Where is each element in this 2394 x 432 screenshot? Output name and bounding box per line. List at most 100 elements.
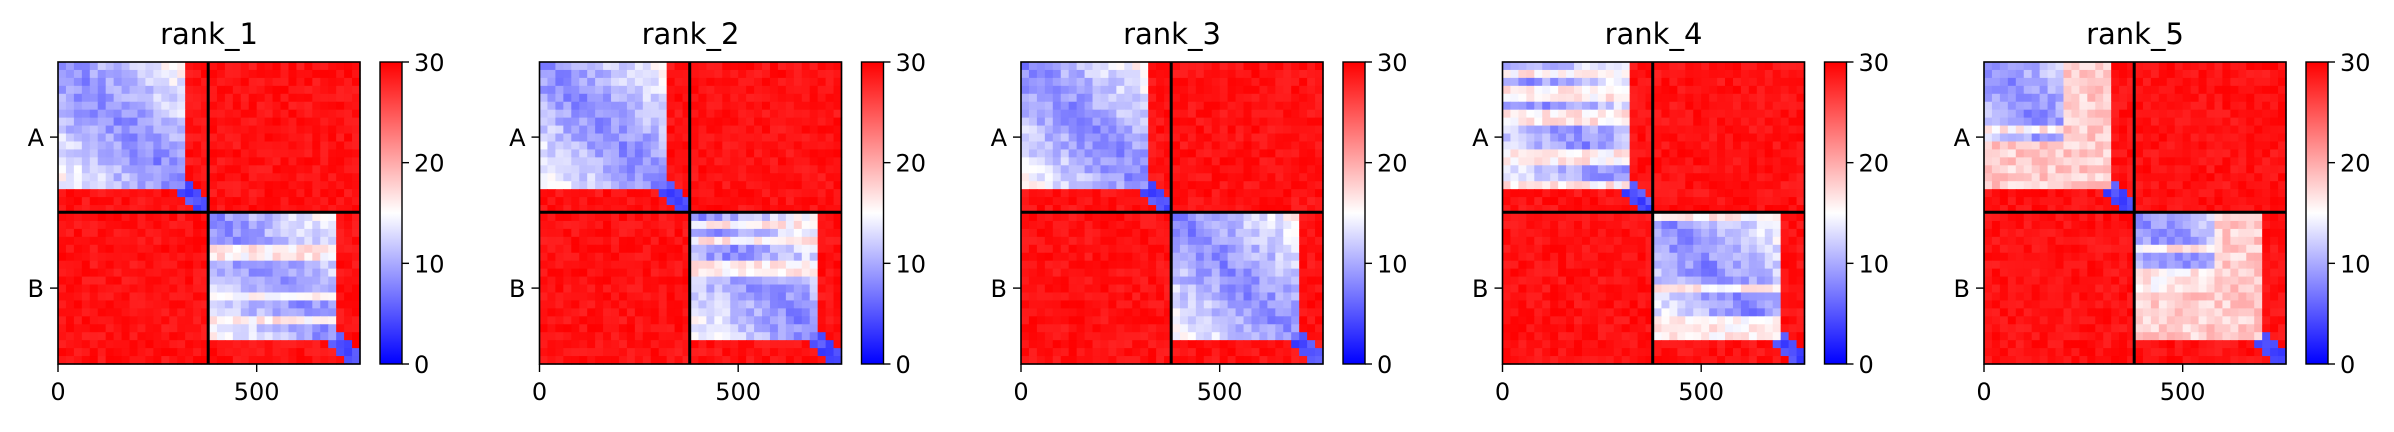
heatmap-cell bbox=[1732, 109, 1742, 119]
heatmap-cell bbox=[1084, 197, 1094, 206]
heatmap-cell bbox=[809, 236, 819, 246]
heatmap-cell bbox=[89, 189, 99, 198]
heatmap-cell bbox=[312, 268, 321, 278]
heatmap-cell bbox=[1315, 348, 1324, 357]
heatmap-cell bbox=[563, 125, 572, 135]
heatmap-cell bbox=[1275, 125, 1284, 135]
heatmap-cell bbox=[618, 308, 628, 317]
heatmap-cell bbox=[121, 93, 131, 103]
heatmap-cell bbox=[817, 276, 827, 286]
heatmap-cell bbox=[1060, 125, 1070, 135]
heatmap-cell bbox=[121, 292, 131, 302]
heatmap-cell bbox=[185, 93, 194, 103]
heatmap-cell bbox=[817, 149, 827, 158]
heatmap-cell bbox=[320, 260, 329, 270]
heatmap-cell bbox=[1291, 141, 1300, 151]
heatmap-cell bbox=[1259, 125, 1268, 135]
heatmap-cell bbox=[256, 284, 266, 294]
axes-frame bbox=[1020, 61, 1324, 365]
heatmap-cell bbox=[1195, 236, 1205, 246]
heatmap-cell bbox=[1251, 189, 1261, 198]
heatmap-cell bbox=[1502, 133, 1512, 143]
heatmap-cell bbox=[1036, 308, 1046, 317]
heatmap-cell bbox=[1021, 260, 1030, 270]
heatmap-cell bbox=[1140, 93, 1149, 103]
heatmap-cell bbox=[1267, 332, 1276, 341]
heatmap-cell bbox=[777, 300, 787, 309]
heatmap-cell bbox=[555, 173, 564, 182]
heatmap-cell bbox=[73, 149, 83, 158]
heatmap-cell bbox=[1796, 125, 1806, 135]
heatmap-cell bbox=[1203, 340, 1213, 349]
heatmap-cell bbox=[1068, 117, 1078, 127]
heatmap-cell bbox=[1629, 109, 1639, 119]
heatmap-cell bbox=[690, 157, 700, 166]
heatmap-cell bbox=[571, 117, 580, 127]
heatmap-cell bbox=[1179, 62, 1189, 71]
heatmap-cell bbox=[666, 189, 676, 198]
heatmap-cell bbox=[1227, 236, 1237, 246]
heatmap-cell bbox=[722, 316, 731, 325]
heatmap-cell bbox=[161, 220, 170, 230]
heatmap-cell bbox=[571, 125, 580, 135]
heatmap-cell bbox=[1502, 77, 1512, 87]
heatmap-cell bbox=[65, 308, 75, 317]
heatmap-cell bbox=[1148, 149, 1157, 158]
heatmap-cell bbox=[1764, 109, 1774, 119]
heatmap-cell bbox=[738, 300, 747, 309]
heatmap-cell bbox=[113, 348, 123, 357]
heatmap-cell bbox=[595, 85, 604, 95]
heatmap-cell bbox=[1227, 197, 1237, 206]
heatmap-cell bbox=[1052, 340, 1062, 349]
heatmap-cell bbox=[650, 236, 660, 246]
heatmap-cell bbox=[785, 93, 795, 103]
heatmap-cell bbox=[563, 213, 572, 222]
heatmap-cell bbox=[1203, 109, 1213, 119]
heatmap-cell bbox=[1108, 133, 1117, 143]
heatmap-cell bbox=[738, 356, 747, 365]
heatmap-cell bbox=[1044, 173, 1054, 182]
heatmap-cell bbox=[1243, 149, 1253, 158]
heatmap-cell bbox=[193, 101, 202, 111]
heatmap-cell bbox=[240, 252, 250, 262]
heatmap-cell bbox=[1605, 165, 1615, 174]
heatmap-cell bbox=[1243, 228, 1253, 238]
heatmap-cell bbox=[1148, 213, 1157, 222]
heatmap-cell bbox=[185, 252, 194, 262]
heatmap-cell bbox=[1299, 101, 1308, 111]
heatmap-cell bbox=[248, 181, 258, 190]
heatmap-cell bbox=[145, 93, 154, 103]
heatmap-cell bbox=[1685, 62, 1694, 71]
heatmap-cell bbox=[563, 220, 572, 230]
heatmap-cell bbox=[611, 149, 620, 158]
heatmap-cell bbox=[161, 284, 170, 294]
heatmap-cell bbox=[1116, 125, 1125, 135]
heatmap-cell bbox=[1148, 356, 1157, 365]
heatmap-cell bbox=[1132, 117, 1141, 127]
heatmap-cell bbox=[658, 228, 668, 238]
heatmap-cell bbox=[793, 197, 803, 206]
heatmap-cell bbox=[1653, 181, 1663, 190]
heatmap-cell bbox=[817, 340, 827, 349]
heatmap-cell bbox=[89, 260, 99, 270]
heatmap-cell bbox=[97, 125, 107, 135]
heatmap-cell bbox=[618, 85, 628, 95]
heatmap-cell bbox=[611, 356, 620, 365]
heatmap-cell bbox=[272, 157, 282, 166]
heatmap-cell bbox=[1036, 332, 1046, 341]
heatmap-cell bbox=[1195, 205, 1205, 214]
heatmap-cell bbox=[216, 197, 226, 206]
heatmap-cell bbox=[1629, 77, 1639, 87]
heatmap-cell bbox=[1124, 205, 1133, 214]
heatmap-cell bbox=[1172, 340, 1181, 349]
heatmap-cell bbox=[1211, 69, 1221, 79]
heatmap-cell bbox=[65, 244, 75, 254]
heatmap-cell bbox=[201, 292, 210, 302]
heatmap-cell bbox=[785, 284, 795, 294]
heatmap-cell bbox=[563, 244, 572, 254]
heatmap-cell bbox=[113, 101, 123, 111]
heatmap-cell bbox=[1108, 220, 1117, 230]
heatmap-cell bbox=[1156, 101, 1165, 111]
heatmap-cell bbox=[1203, 165, 1213, 174]
